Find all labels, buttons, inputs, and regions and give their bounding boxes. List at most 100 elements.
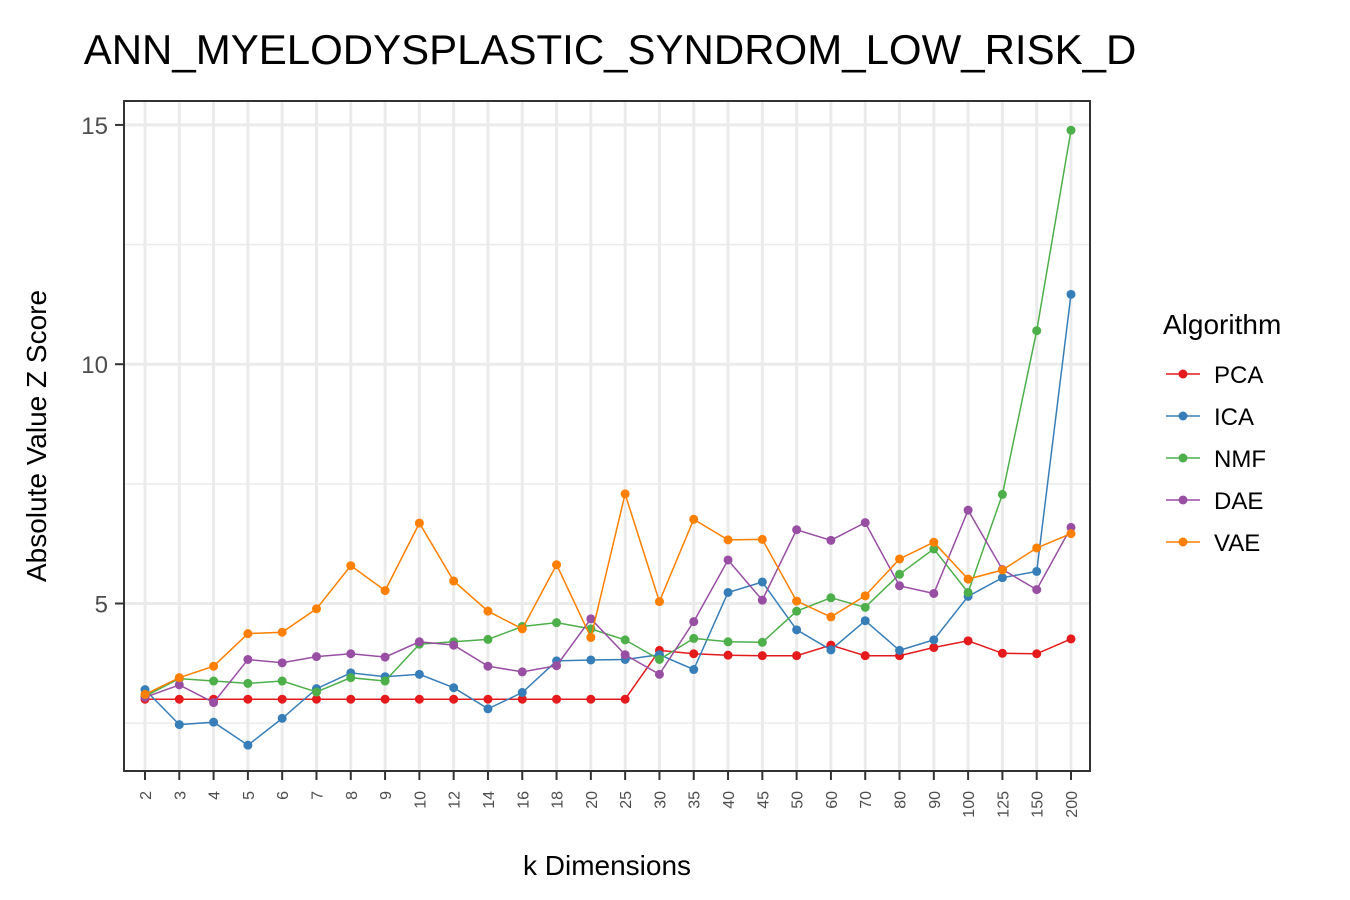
data-point	[723, 637, 733, 647]
data-point	[346, 561, 356, 571]
series-nmf	[140, 125, 1076, 701]
x-tick-label: 5	[241, 791, 258, 800]
data-point	[174, 680, 184, 690]
panel-border	[123, 100, 1091, 772]
data-point	[243, 678, 253, 688]
chart-title: ANN_MYELODYSPLASTIC_SYNDROM_LOW_RISK_D	[84, 26, 1137, 73]
data-point	[517, 624, 527, 634]
data-point	[895, 581, 905, 591]
data-point	[346, 649, 356, 659]
data-point	[1066, 634, 1076, 644]
x-tick-label: 80	[893, 791, 910, 809]
x-tick-label: 6	[275, 791, 292, 800]
data-point	[689, 649, 699, 659]
data-point	[243, 629, 253, 639]
series-layer	[140, 125, 1076, 750]
data-point	[483, 704, 493, 714]
data-point	[929, 537, 939, 547]
x-tick-label: 4	[207, 791, 224, 800]
data-point	[483, 606, 493, 616]
data-point	[174, 720, 184, 730]
data-point	[414, 518, 424, 528]
x-axis: 2 3 4 5 6 7 8 9 10 12 14 16 18 20 25 30 35 40 45 50 60 70 80 90…	[138, 771, 1081, 818]
data-point	[277, 676, 287, 686]
legend-key-point	[1178, 495, 1188, 505]
data-point	[483, 634, 493, 644]
data-point	[654, 669, 664, 679]
data-point	[792, 525, 802, 535]
legend-key-point	[1178, 369, 1188, 379]
legend-item-vae: VAE	[1166, 530, 1260, 557]
data-point	[689, 665, 699, 675]
legend-label: ICA	[1214, 404, 1254, 431]
x-tick-label: 8	[344, 791, 361, 800]
x-tick-label: 7	[309, 791, 326, 800]
data-point	[963, 505, 973, 515]
data-point	[654, 654, 664, 664]
x-tick-label: 45	[755, 791, 772, 809]
data-point	[689, 633, 699, 643]
series-line	[145, 638, 1072, 700]
data-point	[311, 604, 321, 614]
data-point	[997, 573, 1007, 583]
data-point	[997, 648, 1007, 658]
legend-item-nmf: NMF	[1166, 446, 1266, 473]
data-point	[414, 637, 424, 647]
data-point	[723, 587, 733, 597]
x-tick-label: 30	[652, 791, 669, 809]
plot-panel	[123, 100, 1091, 772]
x-tick-label: 125	[995, 791, 1012, 818]
data-point	[860, 518, 870, 528]
data-point	[895, 645, 905, 655]
data-point	[860, 651, 870, 661]
data-point	[620, 694, 630, 704]
data-point	[277, 713, 287, 723]
data-point	[277, 694, 287, 704]
x-tick-label: 70	[858, 791, 875, 809]
data-point	[552, 618, 562, 628]
x-tick-label: 35	[687, 791, 704, 809]
data-point	[997, 565, 1007, 575]
data-point	[311, 652, 321, 662]
data-point	[757, 534, 767, 544]
data-point	[757, 637, 767, 647]
data-point	[449, 576, 459, 586]
data-point	[346, 694, 356, 704]
data-point	[586, 655, 596, 665]
series-line	[144, 508, 1072, 704]
x-tick-label: 90	[927, 791, 944, 809]
data-point	[552, 694, 562, 704]
data-point	[826, 535, 836, 545]
data-point	[620, 489, 630, 499]
x-tick-label: 14	[481, 791, 498, 809]
y-axis: 5 10 15	[81, 113, 124, 619]
data-point	[792, 596, 802, 606]
y-tick-label: 5	[95, 592, 108, 619]
data-point	[174, 673, 184, 683]
data-point	[209, 676, 219, 686]
data-point	[414, 694, 424, 704]
data-point	[243, 694, 253, 704]
data-point	[654, 597, 664, 607]
data-point	[1066, 522, 1076, 532]
data-point	[209, 661, 219, 671]
data-point	[929, 635, 939, 645]
x-tick-label: 60	[824, 791, 841, 809]
y-axis-title: Absolute Value Z Score	[21, 290, 52, 582]
data-point	[689, 514, 699, 524]
legend-label: DAE	[1214, 488, 1263, 515]
data-point	[860, 616, 870, 626]
x-tick-label: 150	[1030, 791, 1047, 818]
series-line	[144, 294, 1072, 747]
legend-item-dae: DAE	[1166, 488, 1263, 515]
x-tick-label: 18	[550, 791, 567, 809]
x-tick-label: 12	[447, 791, 464, 809]
data-point	[792, 625, 802, 635]
data-point	[963, 574, 973, 584]
legend-label: PCA	[1214, 362, 1263, 389]
legend-key-point	[1178, 411, 1188, 421]
data-point	[757, 651, 767, 661]
data-point	[449, 683, 459, 693]
data-point	[860, 591, 870, 601]
